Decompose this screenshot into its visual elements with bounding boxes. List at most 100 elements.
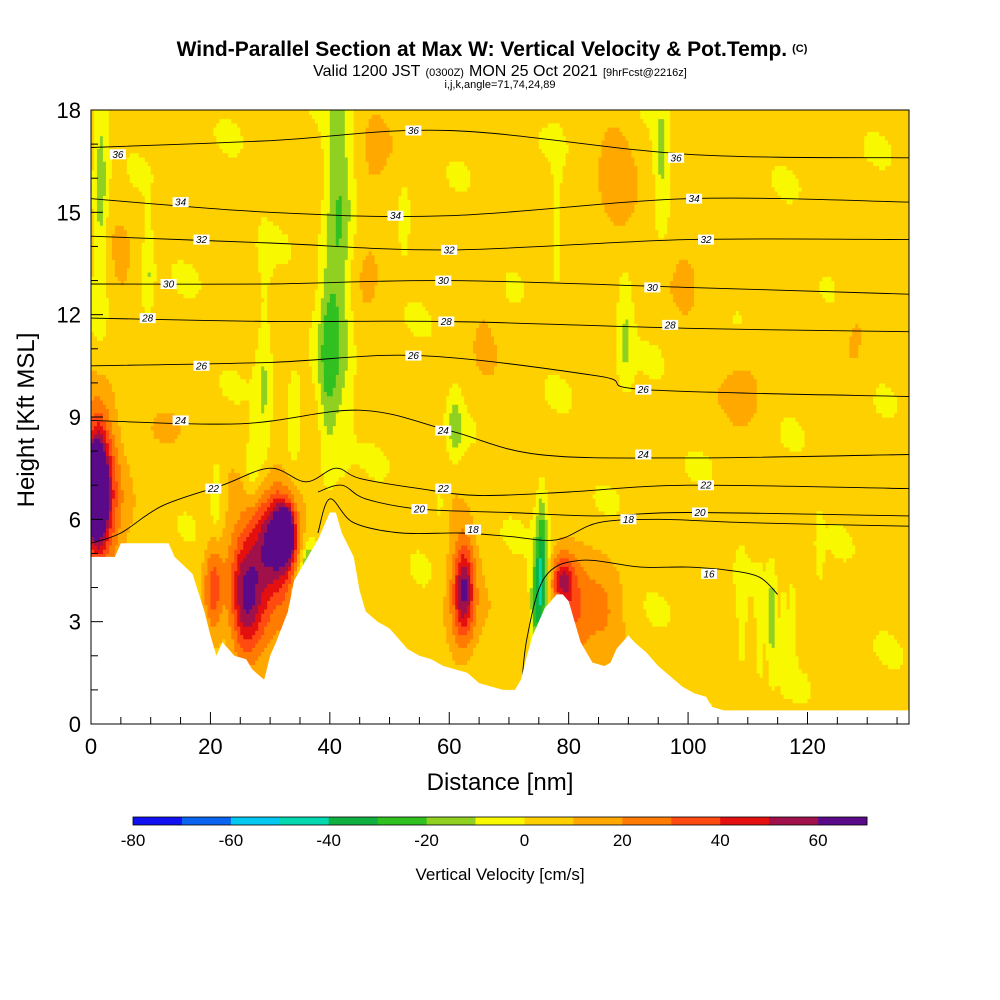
velocity-cell [114, 259, 131, 265]
velocity-cell [111, 425, 122, 431]
velocity-cell [580, 561, 615, 567]
velocity-cell [299, 408, 319, 414]
velocity-cell [288, 412, 301, 418]
velocity-cell [108, 122, 217, 128]
velocity-cell [544, 557, 549, 563]
velocity-cell [296, 523, 301, 529]
velocity-cell [407, 186, 456, 192]
velocity-cell [473, 523, 504, 529]
y-tick-label: 15 [57, 200, 81, 225]
velocity-cell [565, 378, 621, 384]
velocity-cell [655, 186, 671, 192]
velocity-cell [538, 519, 546, 525]
velocity-cell [461, 587, 468, 593]
velocity-cell [138, 152, 229, 158]
colorbar-tick-label: -20 [414, 831, 439, 850]
velocity-cell [670, 608, 737, 614]
velocity-cell [216, 570, 232, 576]
velocity-cell [105, 276, 119, 282]
velocity-cell [780, 600, 788, 606]
velocity-cell [544, 527, 549, 533]
velocity-cell [568, 634, 591, 640]
velocity-cell [246, 506, 259, 512]
isentrope-28 [91, 317, 909, 333]
velocity-cell [550, 165, 564, 171]
velocity-cell [93, 395, 101, 401]
velocity-cell [553, 195, 561, 201]
colorbar: -80 -60 -40 -20 0 20 40 60 [121, 816, 868, 850]
velocity-cell [255, 642, 268, 648]
velocity-cell [440, 493, 456, 499]
velocity-cell [141, 191, 152, 196]
velocity-cell [234, 527, 244, 533]
velocity-cell [91, 182, 98, 188]
velocity-cell [240, 374, 253, 380]
velocity-cell [108, 523, 113, 529]
velocity-cell [207, 561, 232, 567]
velocity-cell [822, 574, 909, 580]
velocity-cell [765, 651, 797, 657]
velocity-cell [261, 378, 268, 384]
velocity-cell [234, 523, 247, 529]
velocity-cell [535, 519, 540, 525]
velocity-cell [735, 583, 779, 589]
velocity-cell [285, 502, 292, 508]
velocity-cell [553, 191, 561, 196]
velocity-cell [204, 553, 212, 559]
velocity-cell [449, 544, 456, 550]
velocity-cell [431, 327, 477, 333]
velocity-cell [398, 203, 412, 209]
velocity-cell [544, 566, 549, 572]
velocity-cell [294, 574, 298, 580]
velocity-cell [114, 472, 122, 478]
velocity-cell [132, 485, 212, 491]
velocity-cell [622, 596, 647, 601]
velocity-cell [777, 600, 782, 606]
velocity-cell [577, 557, 612, 563]
velocity-cell [252, 544, 262, 550]
velocity-cell [323, 570, 412, 576]
velocity-cell [747, 553, 818, 559]
velocity-cell [873, 642, 901, 648]
velocity-cell [756, 404, 877, 410]
velocity-cell [258, 570, 286, 576]
velocity-cell [273, 566, 280, 572]
velocity-cell [470, 540, 477, 546]
velocity-cell [255, 502, 262, 508]
velocity-cell [204, 591, 212, 597]
velocity-cell [111, 540, 119, 546]
velocity-cell [273, 408, 289, 414]
velocity-cell [386, 122, 549, 128]
velocity-cell [105, 446, 110, 452]
velocity-cell [204, 625, 232, 631]
velocity-cell [547, 506, 600, 512]
velocity-cell [285, 498, 292, 503]
velocity-cell [449, 412, 462, 418]
isentrope-22 [91, 467, 909, 544]
velocity-cell [455, 557, 462, 563]
velocity-cell [108, 549, 116, 555]
velocity-cell [270, 493, 289, 499]
velocity-cell [91, 489, 110, 495]
velocity-cell [374, 254, 555, 260]
velocity-cell [774, 600, 779, 606]
velocity-cell [153, 254, 259, 260]
velocity-cell [105, 289, 143, 294]
isentrope-label-bg [109, 149, 126, 160]
velocity-cell [288, 425, 301, 431]
velocity-cell [670, 186, 776, 192]
velocity-cell [452, 574, 456, 580]
velocity-cell [350, 272, 361, 277]
velocity-cell [750, 417, 785, 422]
velocity-cell [93, 144, 101, 149]
velocity-cell [762, 566, 767, 572]
velocity-cell [222, 391, 262, 397]
velocity-cell [544, 506, 549, 512]
velocity-cell [96, 152, 104, 158]
velocity-cell [553, 557, 561, 563]
velocity-cell [276, 604, 289, 610]
velocity-cell [231, 536, 238, 542]
velocity-cell [237, 152, 325, 158]
velocity-cell [619, 276, 629, 282]
velocity-cell [323, 382, 337, 388]
